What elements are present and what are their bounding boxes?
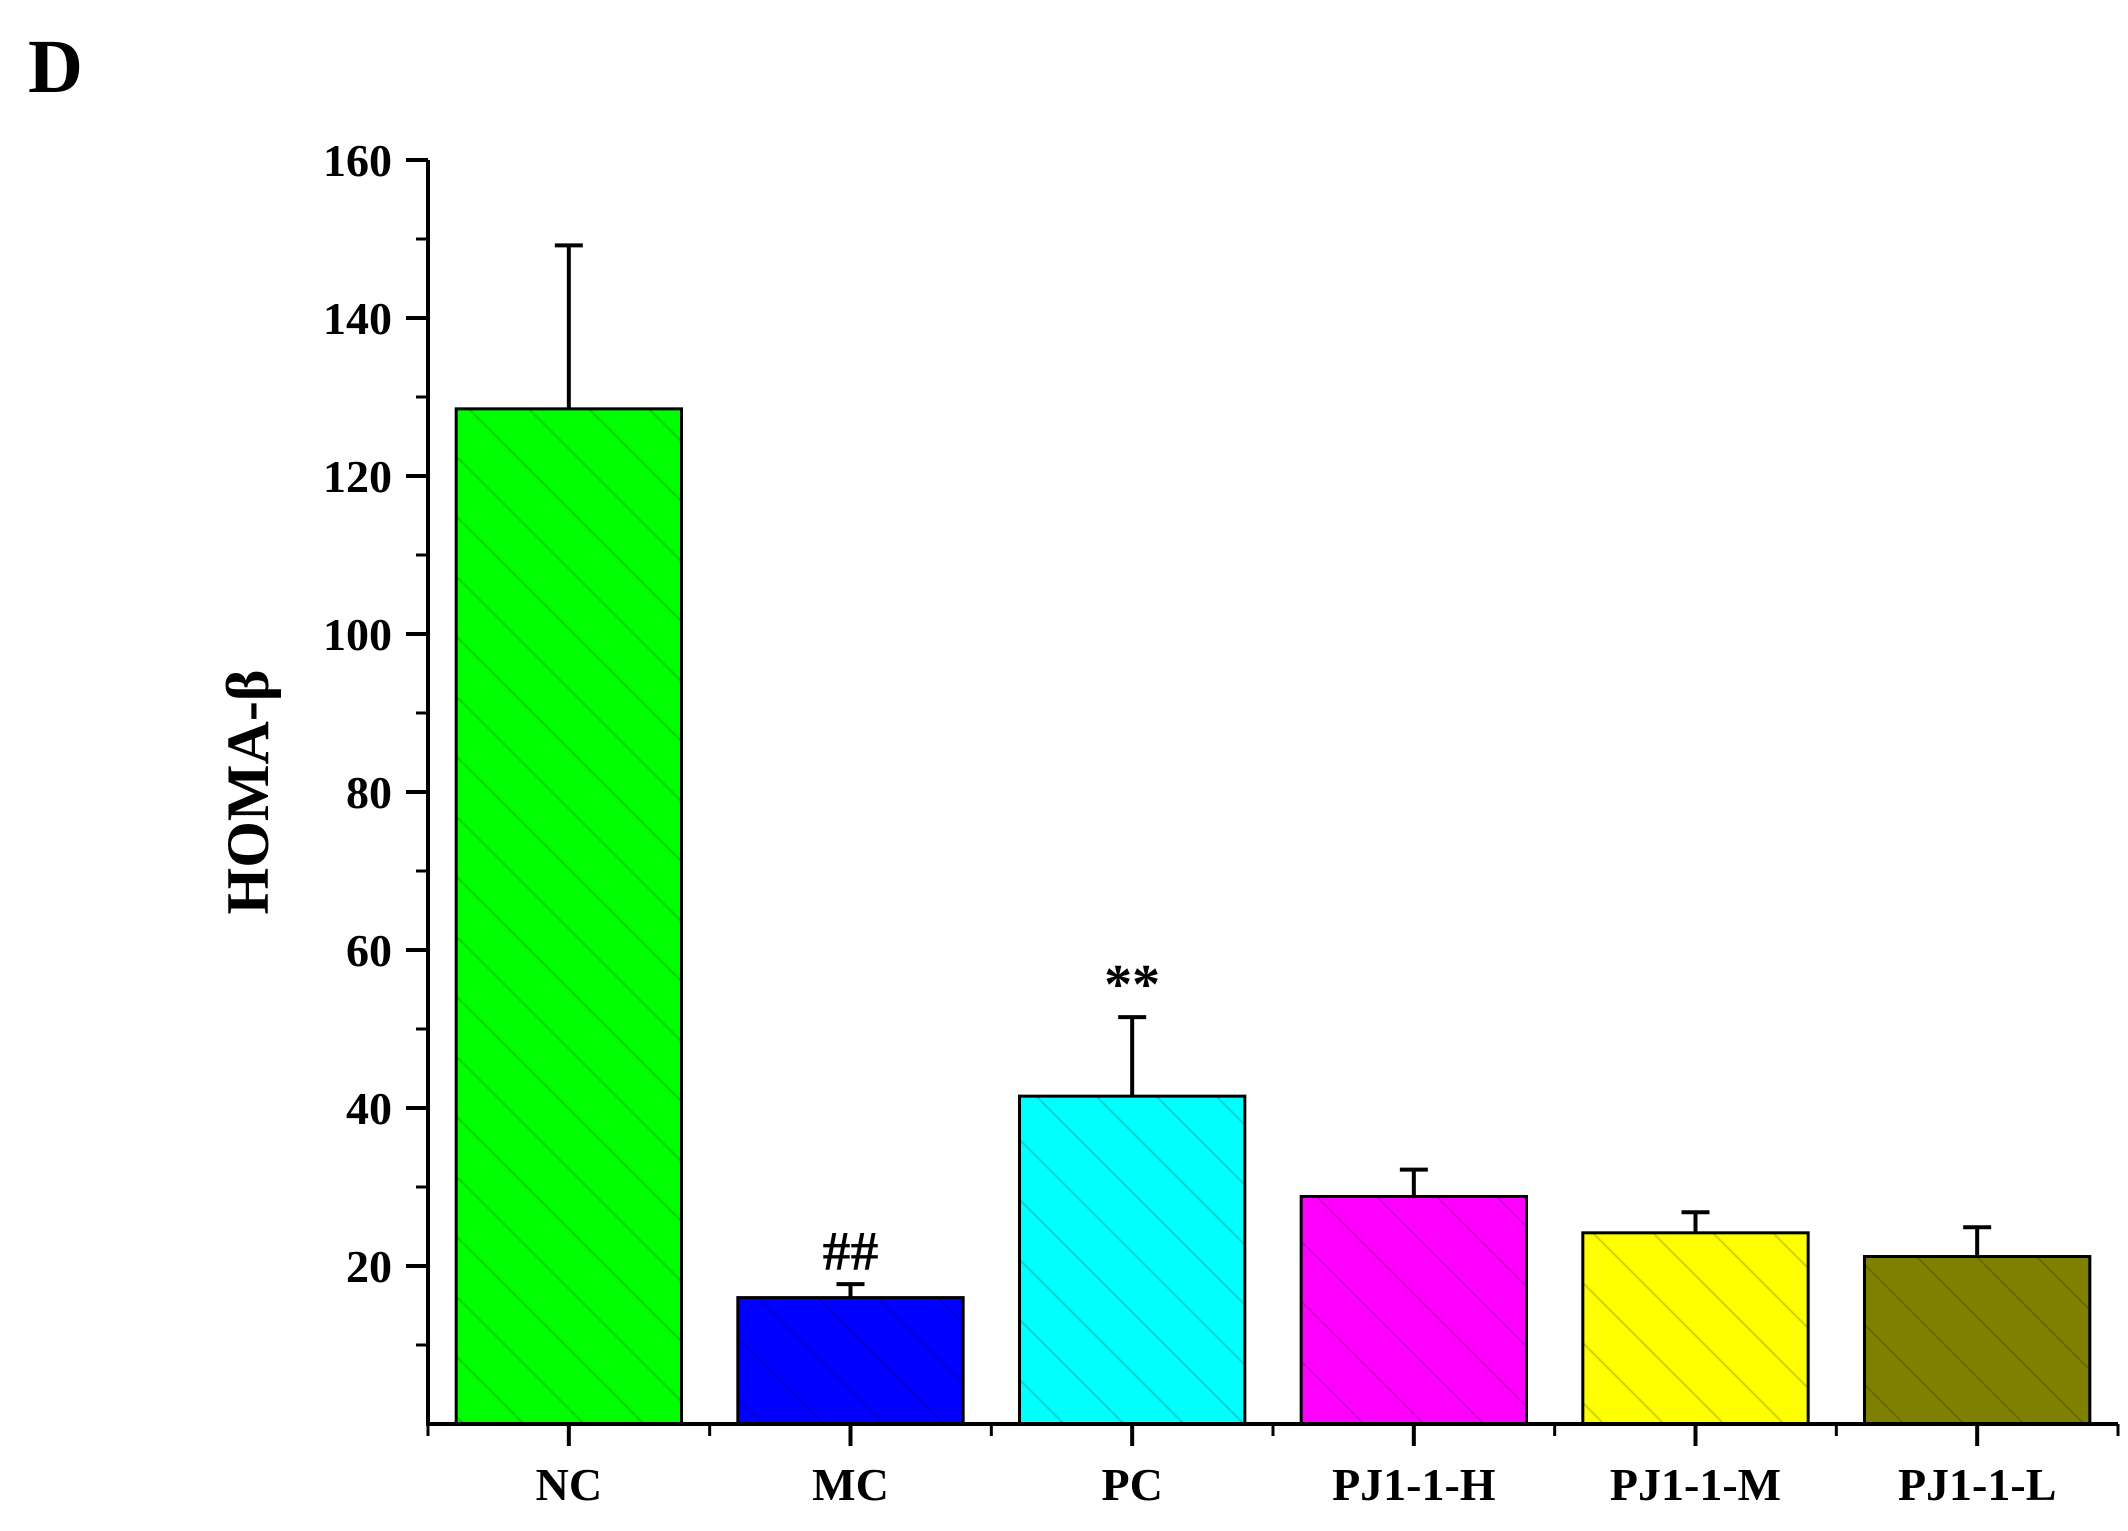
y-tick-label: 160 [323,135,392,186]
error-bars-layer [554,243,1992,1298]
y-tick-label: 120 [323,451,392,502]
x-tick-label: PC [1102,1459,1163,1510]
x-ticks: NC MC PC PJ1-1-H PJ1-1-M PJ1-1-L [426,1424,2120,1510]
bar-pj1-1-m [1581,1231,1810,1426]
y-tick-label: 20 [346,1241,392,1292]
error-bar-nc [554,243,583,409]
bar-hatch [1019,1096,1245,1424]
x-tick-label: PJ1-1-H [1332,1459,1496,1510]
error-bar-pc [1118,1015,1147,1097]
y-tick-label: 60 [346,925,392,976]
bar-mc [736,1296,965,1426]
annotations-layer: ## ** [823,954,1161,1283]
y-tick-label: 100 [323,609,392,660]
x-tick-label: MC [812,1459,889,1510]
significance-annotation: ## [823,1221,879,1283]
error-bar-mc [836,1282,865,1298]
bar-hatch [1582,1232,1809,1424]
y-tick-label: 80 [346,767,392,818]
bar-pc [1018,1094,1247,1426]
error-bar-pj1-1-h [1399,1167,1428,1197]
error-bar-pj1-1-l [1963,1225,1992,1257]
y-tick-label: 140 [323,293,392,344]
bar-nc [454,407,683,1426]
error-bar-pj1-1-m [1681,1210,1710,1233]
bar-pj1-1-h [1299,1194,1528,1426]
x-tick-label: PJ1-1-L [1898,1459,2056,1510]
bar-pj1-1-l [1863,1255,2092,1426]
y-ticks: 20 40 60 80 100 120 140 160 [323,135,428,1347]
y-tick-label: 40 [346,1083,392,1134]
bar-hatch [737,1297,964,1424]
significance-annotation: ** [1104,954,1160,1016]
bar-hatch [1301,1196,1527,1424]
panel-label: D [28,25,83,109]
bars-layer [454,407,2092,1426]
x-tick-label: NC [536,1459,602,1510]
bar-hatch [456,408,682,1425]
bar-hatch [1864,1256,2090,1424]
y-axis-label: HOMA-β [215,670,281,915]
x-tick-label: PJ1-1-M [1610,1459,1781,1510]
